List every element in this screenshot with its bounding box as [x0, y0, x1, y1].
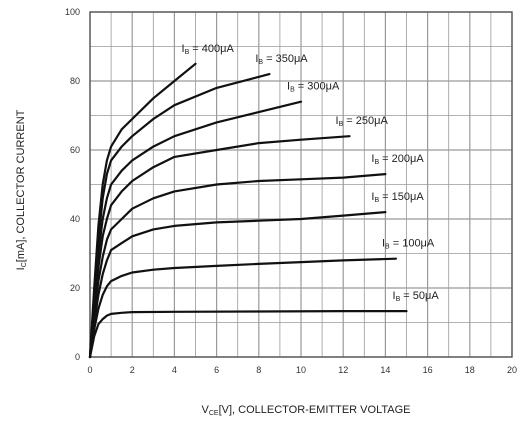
axis-layer: 0 2 4 6 8 10 12 14 16 18 20 0 20 40 60 80 100: [65, 7, 517, 375]
y-tick-label: 20: [70, 283, 80, 293]
x-tick-label: 10: [296, 365, 306, 375]
x-axis-title-rest: [V], COLLECTOR-EMITTER VOLTAGE: [219, 404, 411, 416]
y-axis-title: IC[mA], COLLECTOR CURRENT: [15, 109, 28, 270]
y-tick-label: 80: [70, 76, 80, 86]
y-tick-label: 40: [70, 214, 80, 224]
plot-frame: [89, 11, 513, 358]
x-tick-label: 20: [507, 365, 517, 375]
series-line: [88, 100, 303, 359]
label-layer: IB = 400μA IB = 350μA IB = 300μA IB = 250μA…: [182, 43, 440, 303]
series-label: IB = 250μA: [336, 115, 389, 128]
series-line: [88, 173, 387, 359]
x-axis-title-main: V: [202, 404, 210, 416]
x-tick-label: 12: [338, 365, 348, 375]
series-layer: [88, 62, 408, 359]
series-line: [88, 310, 408, 359]
x-axis-title: VCE[V], COLLECTOR-EMITTER VOLTAGE: [202, 404, 411, 417]
series-line: [88, 135, 351, 359]
series-label: IB = 400μA: [182, 43, 235, 56]
x-tick-label: 4: [172, 365, 177, 375]
series-label: IB = 350μA: [255, 53, 308, 66]
series-label: IB = 150μA: [371, 191, 424, 204]
series-label: IB = 50μA: [393, 290, 440, 303]
y-axis-title-rest: [mA], COLLECTOR CURRENT: [15, 109, 27, 262]
x-tick-label: 2: [130, 365, 135, 375]
series-label: IB = 100μA: [382, 238, 435, 251]
series-line: [88, 73, 271, 359]
x-tick-label: 6: [214, 365, 219, 375]
y-tick-label: 0: [75, 352, 80, 362]
series-label: IB = 200μA: [371, 153, 424, 166]
y-axis-title-main: I: [15, 267, 27, 270]
x-tick-label: 8: [256, 365, 261, 375]
x-tick-label: 18: [465, 365, 475, 375]
x-tick-label: 0: [87, 365, 92, 375]
x-tick-label: 16: [423, 365, 433, 375]
y-tick-label: 100: [65, 7, 80, 17]
x-tick-label: 14: [380, 365, 390, 375]
y-axis-title-sub: C: [21, 262, 28, 267]
x-axis-title-sub: CE: [209, 410, 219, 417]
series-line: [88, 257, 397, 359]
series-line: [88, 211, 387, 359]
y-tick-label: 60: [70, 145, 80, 155]
series-label: IB = 300μA: [287, 81, 340, 94]
